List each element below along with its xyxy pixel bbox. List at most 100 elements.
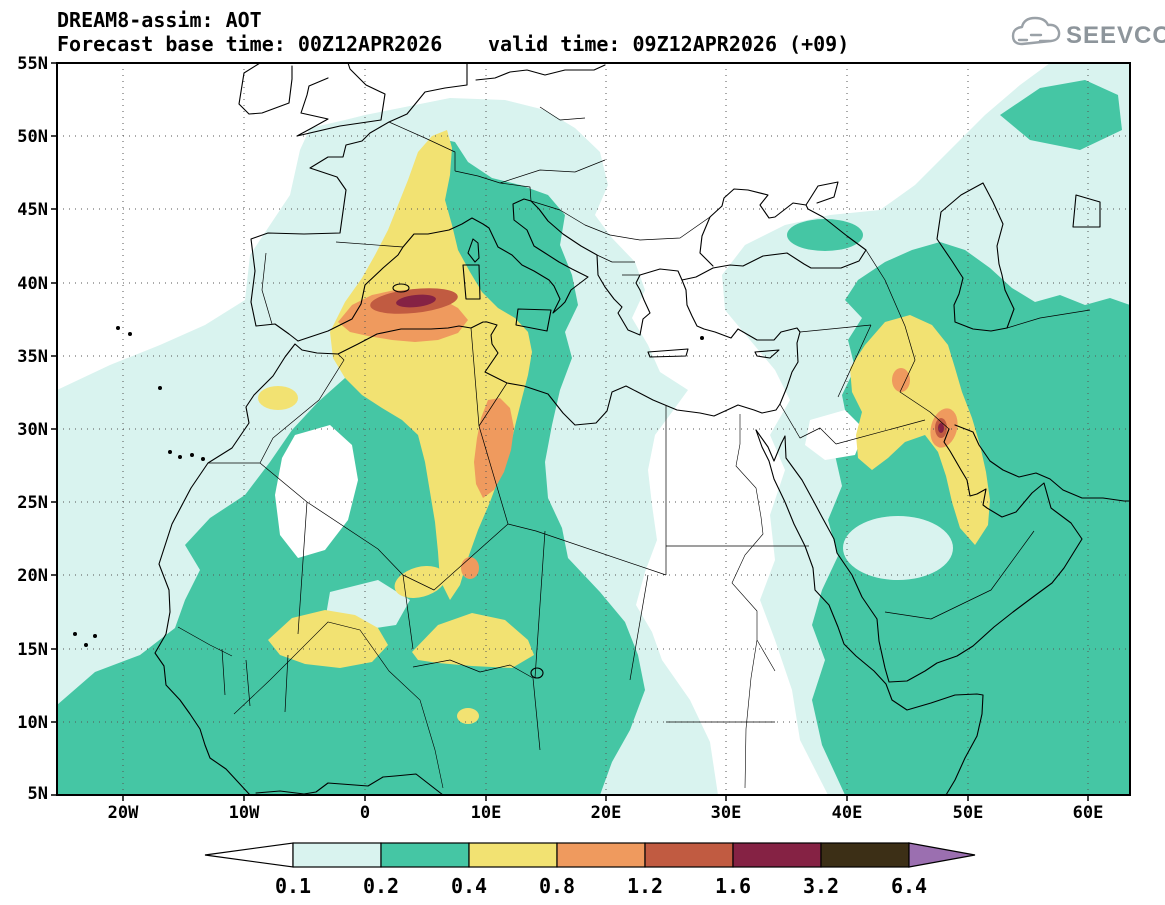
legend-label-0-2: 0.2	[363, 874, 399, 898]
lon-label-40e: 40E	[832, 803, 863, 823]
axis-labels: 55N 50N 45N 40N 35N 30N 25N 20N 15N 10N …	[17, 54, 1103, 823]
lat-label-20n: 20N	[17, 566, 48, 586]
coast-caspian-sea	[936, 182, 1015, 332]
lat-label-35n: 35N	[17, 347, 48, 367]
borders-europe	[261, 106, 711, 325]
lat-label-10n: 10N	[17, 713, 48, 733]
grid-lines	[57, 63, 1130, 795]
island-mallorca	[392, 283, 410, 293]
coast-gulf-of-guinea	[255, 773, 444, 796]
coast-arabia	[755, 428, 1083, 683]
legend-cell-01	[292, 842, 382, 868]
coast-red-sea-africa-horn	[755, 429, 984, 796]
river-niger	[233, 621, 444, 789]
legend: 0.1 0.2 0.4 0.8 1.2 1.6 3.2 6.4	[204, 842, 976, 898]
legend-label-0-1: 0.1	[275, 874, 311, 898]
legend-label-0-8: 0.8	[539, 874, 575, 898]
island-dots	[73, 326, 704, 647]
coast-ireland	[238, 62, 293, 115]
forecast-base-time: Forecast base time: 00Z12APR2026	[57, 32, 442, 56]
legend-label-1-6: 1.6	[715, 874, 751, 898]
coast-iran-gulf	[954, 424, 1131, 502]
legend-cell-04	[468, 842, 558, 868]
rivers	[177, 414, 776, 789]
aot-16-algeria-max	[396, 294, 436, 308]
island-crete	[647, 348, 689, 358]
lon-label-50e: 50E	[953, 803, 984, 823]
lon-label-60e: 60E	[1073, 803, 1104, 823]
lon-label-0: 0	[360, 803, 370, 823]
grid	[51, 62, 1130, 801]
aot-04-sahel-east-band	[412, 613, 534, 668]
country-borders	[208, 106, 1091, 751]
legend-cell-08	[556, 842, 646, 868]
island-sardinia	[462, 264, 481, 300]
aot-gap-nw-saudi	[805, 410, 865, 460]
river-nile	[731, 414, 776, 789]
legend-label-1-2: 1.2	[627, 874, 663, 898]
legend-cell-12	[644, 842, 734, 868]
cloud-icon	[1011, 16, 1061, 46]
aot-gap-central-arabia	[843, 516, 953, 580]
aot-02-caucasus-patch	[787, 219, 863, 251]
aot-04-nigeria-spot	[457, 708, 479, 724]
aot-level-16-layer	[396, 294, 944, 433]
aot-04-iraq-gulf-region	[850, 315, 990, 545]
aot-04-morocco-spot	[258, 386, 298, 410]
aot-gaps-layer	[275, 410, 953, 632]
legend-cell-02	[380, 842, 470, 868]
aot-02-northeast-patch	[1000, 80, 1122, 150]
river-senegal	[177, 626, 233, 657]
aot-04-sahara-bridge	[394, 566, 446, 598]
lon-label-30e: 30E	[711, 803, 742, 823]
lat-label-5n: 5N	[28, 784, 48, 804]
legend-arrow-below	[204, 842, 294, 868]
coast-black-sea	[681, 188, 867, 281]
lat-label-25n: 25N	[17, 493, 48, 513]
island-corsica	[467, 238, 480, 263]
lat-label-30n: 30N	[17, 420, 48, 440]
coast-aral-sea	[1072, 194, 1101, 228]
aot-08-libya-tongue	[474, 398, 514, 498]
titles: DREAM8-assim: AOT Forecast base time: 00…	[57, 8, 849, 56]
aot-08-sahara-spot	[461, 557, 479, 579]
borders-northwest-africa	[208, 327, 809, 635]
coast-britain	[296, 62, 386, 137]
coast-iberia-france	[250, 62, 468, 342]
aot-08-iraq-spot	[892, 368, 910, 392]
lat-label-45n: 45N	[17, 200, 48, 220]
coast-baltic	[475, 64, 606, 81]
valid-time: valid time: 09Z12APR2026 (+09)	[488, 32, 849, 56]
borders-sahel	[221, 530, 775, 751]
lat-label-40n: 40N	[17, 274, 48, 294]
legend-label-6-4: 6.4	[891, 874, 927, 898]
legend-label-3-2: 3.2	[803, 874, 839, 898]
legend-label-0-4: 0.4	[451, 874, 487, 898]
lon-label-10w: 10W	[229, 803, 260, 823]
lake-chad	[530, 667, 544, 679]
lat-label-50n: 50N	[17, 127, 48, 147]
logo: SEEVCCC	[1011, 16, 1165, 49]
page-title: DREAM8-assim: AOT	[57, 8, 262, 32]
legend-cell-32	[820, 842, 910, 868]
aot-field	[57, 63, 1130, 795]
aot-04-sahel-west-band	[268, 610, 388, 668]
legend-cell-16	[732, 842, 822, 868]
lon-label-20e: 20E	[591, 803, 622, 823]
aot-16-gulf-max	[938, 423, 944, 433]
lat-label-15n: 15N	[17, 640, 48, 660]
aot-gap-west-sahara	[275, 425, 358, 558]
map-frame	[56, 62, 1131, 796]
legend-arrow-above	[908, 842, 976, 868]
lat-label-55n: 55N	[17, 54, 48, 74]
borders-middle-east	[779, 249, 1091, 620]
coast-med-north	[297, 198, 683, 342]
lon-label-20w: 20W	[108, 803, 139, 823]
island-cyprus	[754, 349, 780, 359]
axis-ticks	[51, 62, 1089, 801]
lon-label-10e: 10E	[471, 803, 502, 823]
island-sicily	[515, 308, 552, 332]
coast-sea-of-azov	[805, 181, 839, 206]
